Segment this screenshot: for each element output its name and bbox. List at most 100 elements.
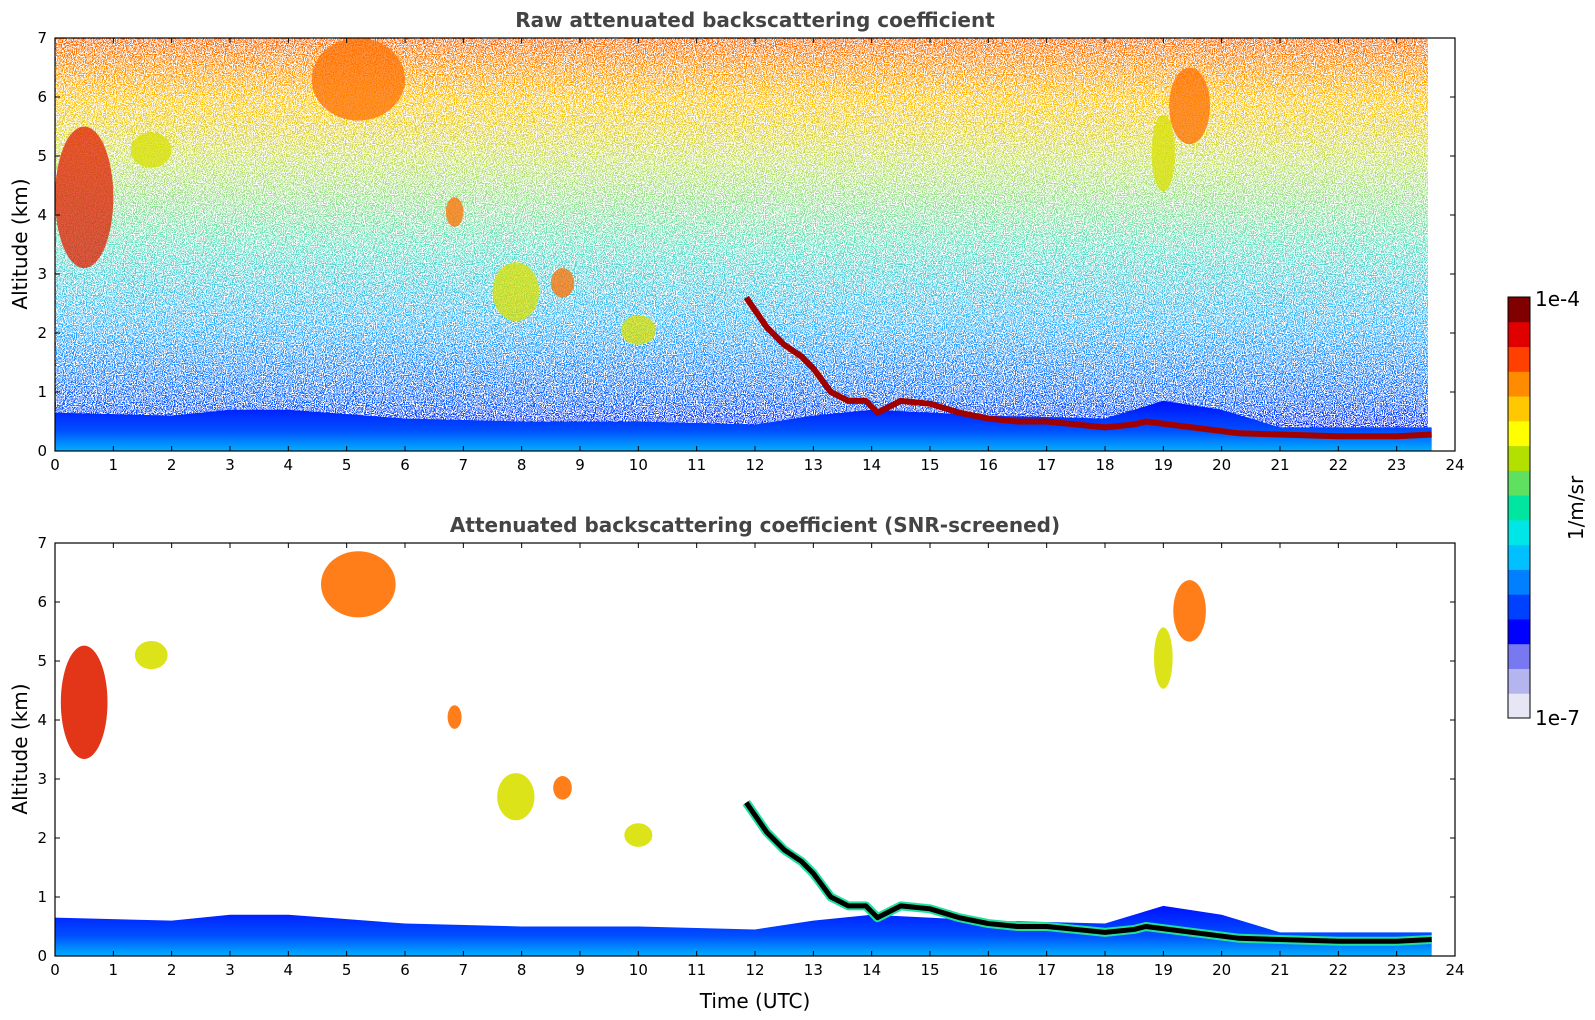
cirrus-patch	[1154, 627, 1173, 689]
y-tick-label: 5	[37, 652, 47, 670]
cirrus-patch	[492, 262, 540, 322]
cirrus-patch	[447, 705, 462, 729]
panel2-x-ticks: 0 1 2 3 4 5 6 7 8 9 10 11 12 13 14 15 16 17 18 19 20 21 22 23 24	[50, 543, 1465, 979]
colorbar-segment	[1508, 643, 1530, 669]
panel1-cirrus-patches	[55, 38, 1211, 345]
panel1-heatmap	[55, 38, 1432, 451]
cirrus-patch	[55, 126, 114, 269]
panel1-boundary-layer	[55, 400, 1432, 451]
x-tick-label: 14	[862, 961, 881, 979]
y-tick-label: 4	[37, 206, 47, 224]
x-tick-label: 10	[629, 456, 648, 474]
x-tick-label: 9	[575, 961, 585, 979]
x-tick-label: 12	[745, 961, 764, 979]
cirrus-patch	[130, 132, 172, 168]
x-tick-label: 19	[1154, 456, 1173, 474]
x-tick-label: 5	[342, 456, 352, 474]
cirrus-patch	[60, 645, 108, 759]
x-tick-label: 1	[109, 456, 119, 474]
x-tick-label: 23	[1387, 961, 1406, 979]
panel2-y-label: Altitude (km)	[8, 683, 32, 814]
x-tick-label: 0	[50, 961, 60, 979]
y-tick-label: 5	[37, 147, 47, 165]
colorbar-frame	[1507, 296, 1531, 719]
x-tick-label: 15	[920, 961, 939, 979]
x-tick-label: 24	[1445, 456, 1464, 474]
colorbar-segment	[1508, 594, 1530, 620]
x-tick-label: 2	[167, 961, 177, 979]
y-tick-label: 7	[37, 29, 47, 47]
x-tick-label: 23	[1387, 456, 1406, 474]
x-tick-label: 4	[284, 456, 294, 474]
y-tick-label: 4	[37, 711, 47, 729]
x-tick-label: 13	[804, 456, 823, 474]
y-tick-label: 2	[37, 829, 47, 847]
x-tick-label: 21	[1270, 961, 1289, 979]
colorbar	[1508, 297, 1530, 719]
y-tick-label: 7	[37, 534, 47, 552]
y-tick-label: 1	[37, 383, 47, 401]
cirrus-patch	[311, 38, 406, 121]
colorbar-segment	[1508, 618, 1530, 645]
x-tick-label: 5	[342, 961, 352, 979]
cirrus-patch	[550, 268, 575, 298]
colorbar-segment	[1508, 445, 1530, 471]
panel2-boundary-layer	[55, 905, 1432, 956]
x-tick-label: 19	[1154, 961, 1173, 979]
panel2-cloud-layer	[744, 801, 1432, 944]
panel2-x-label: Time (UTC)	[699, 989, 811, 1013]
x-tick-label: 11	[687, 961, 706, 979]
colorbar-segment	[1508, 297, 1530, 323]
panel2-y-ticks: 0 1 2 3 4 5 6 7	[37, 534, 1455, 965]
x-tick-label: 10	[629, 961, 648, 979]
x-tick-label: 13	[804, 961, 823, 979]
colorbar-segment	[1508, 495, 1530, 521]
y-tick-label: 0	[37, 442, 47, 460]
x-tick-label: 17	[1037, 456, 1056, 474]
panel1-title: Raw attenuated backscattering coefficien…	[515, 8, 995, 32]
colorbar-segment	[1508, 470, 1530, 496]
y-tick-label: 6	[37, 593, 47, 611]
y-tick-label: 6	[37, 88, 47, 106]
x-tick-label: 0	[50, 456, 60, 474]
x-tick-label: 21	[1270, 456, 1289, 474]
x-tick-label: 2	[167, 456, 177, 474]
x-tick-label: 17	[1037, 961, 1056, 979]
y-tick-label: 3	[37, 770, 47, 788]
colorbar-segment	[1508, 668, 1530, 694]
x-tick-label: 20	[1212, 961, 1231, 979]
panel1-x-ticks: 0 1 2 3 4 5 6 7 8 9 10 11 12 13 14 15 16 17 18 19 20 21 22 23 24	[50, 38, 1465, 474]
panel1-cloud-layer	[743, 295, 1432, 440]
x-tick-label: 12	[745, 456, 764, 474]
colorbar-segment	[1508, 371, 1530, 397]
cirrus-patch	[620, 315, 656, 345]
x-tick-label: 24	[1445, 961, 1464, 979]
colorbar-segment	[1508, 321, 1530, 348]
cirrus-patch	[497, 773, 535, 821]
colorbar-segment	[1508, 519, 1530, 546]
x-tick-label: 6	[400, 456, 410, 474]
cirrus-patch	[553, 776, 572, 800]
colorbar-segment	[1508, 693, 1530, 719]
colorbar-max-label: 1e-4	[1535, 287, 1580, 311]
colorbar-unit-label: 1/m/sr	[1564, 475, 1588, 540]
x-tick-label: 6	[400, 961, 410, 979]
colorbar-segment	[1508, 569, 1530, 595]
x-tick-label: 8	[517, 456, 527, 474]
cirrus-patch	[1173, 580, 1206, 642]
cirrus-patch	[445, 197, 464, 227]
x-tick-label: 4	[284, 961, 294, 979]
x-tick-label: 16	[979, 961, 998, 979]
panel1-y-label: Altitude (km)	[8, 178, 32, 309]
x-tick-label: 9	[575, 456, 585, 474]
x-tick-label: 7	[459, 456, 469, 474]
y-tick-label: 3	[37, 265, 47, 283]
x-tick-label: 18	[1095, 961, 1114, 979]
cirrus-patch	[134, 640, 168, 670]
x-tick-label: 3	[225, 456, 235, 474]
y-tick-label: 0	[37, 947, 47, 965]
colorbar-segment	[1508, 396, 1530, 422]
cirrus-patch	[1169, 67, 1211, 145]
cirrus-patch	[1151, 114, 1176, 192]
